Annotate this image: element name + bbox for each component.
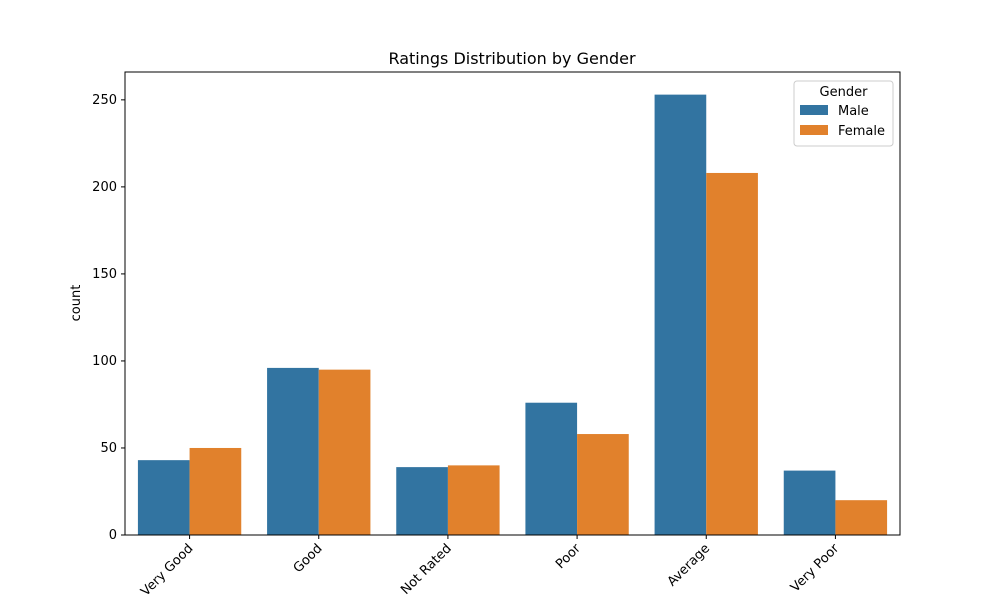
legend-label-male: Male <box>838 104 869 119</box>
legend-swatch-female <box>800 125 828 135</box>
y-axis-label: count <box>69 285 84 322</box>
bar-female-not-rated <box>447 465 500 535</box>
bar-female-good <box>318 369 371 535</box>
y-tick-label: 50 <box>100 441 117 456</box>
plot-frame <box>124 71 901 536</box>
bar-male-average <box>654 94 707 536</box>
bar-male-very-poor <box>783 470 836 535</box>
bar-female-very-poor <box>835 500 888 535</box>
bar-female-very-good <box>189 447 242 535</box>
bar-female-average <box>706 172 758 535</box>
x-axis: Very Good Good Not Rated Poor Average Very Po… <box>138 535 843 599</box>
x-tick-label: Very Good <box>138 541 196 599</box>
bar-female-poor <box>577 434 629 535</box>
x-tick-label: Not Rated <box>398 541 455 598</box>
y-tick-label: 200 <box>92 180 117 195</box>
x-tick-label: Poor <box>553 541 584 572</box>
x-tick-label: Good <box>291 541 326 576</box>
bar-male-poor <box>525 402 578 535</box>
chart-title: Ratings Distribution by Gender <box>388 49 636 68</box>
x-tick-label: Average <box>665 541 713 589</box>
y-tick-label: 250 <box>92 93 117 108</box>
y-tick-label: 0 <box>109 528 117 543</box>
y-tick-label: 150 <box>92 267 117 282</box>
y-tick-label: 100 <box>92 354 117 369</box>
legend-swatch-male <box>800 105 828 115</box>
legend-label-female: Female <box>838 124 885 139</box>
x-tick-label: Very Poor <box>788 541 843 596</box>
bar-male-not-rated <box>396 467 448 535</box>
legend: Gender Male Female <box>793 80 894 147</box>
bar-male-good <box>267 367 319 535</box>
bar-male-very-good <box>137 460 190 535</box>
legend-title: Gender <box>820 85 869 100</box>
plot-area <box>124 71 901 536</box>
y-axis: 0 50 100 150 200 250 <box>92 93 125 543</box>
